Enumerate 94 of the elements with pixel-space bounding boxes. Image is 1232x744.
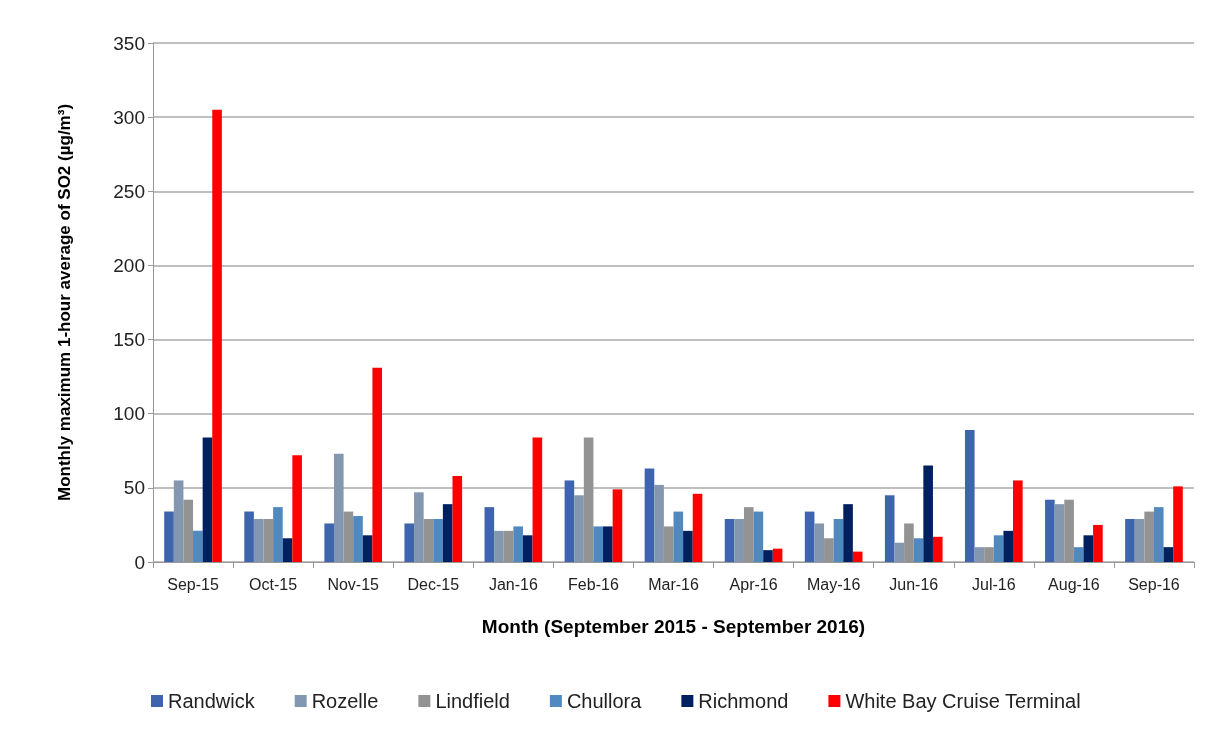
bar xyxy=(372,367,383,562)
x-axis-title: Month (September 2015 - September 2016) xyxy=(481,616,866,637)
bar xyxy=(1045,499,1055,562)
y-tick-label: 100 xyxy=(113,403,145,425)
bar xyxy=(1153,507,1164,562)
bar xyxy=(884,495,895,562)
bar xyxy=(164,511,174,562)
bar xyxy=(452,475,463,562)
y-tick-label: 150 xyxy=(113,329,145,351)
bar xyxy=(212,109,222,562)
y-tick-label: 0 xyxy=(134,551,145,573)
x-tick-label: Jan-16 xyxy=(488,575,538,593)
bar xyxy=(772,548,783,562)
bar xyxy=(414,492,424,562)
bar xyxy=(804,511,815,562)
bar xyxy=(763,550,773,562)
bar xyxy=(753,511,764,562)
bar xyxy=(292,455,302,562)
x-tick-label: Sep-15 xyxy=(167,575,219,593)
x-tick-label: Oct-15 xyxy=(249,575,298,593)
bar xyxy=(654,484,664,562)
bar xyxy=(1073,547,1084,562)
bar xyxy=(244,511,254,562)
bar xyxy=(852,551,863,562)
x-tick-label: Feb-16 xyxy=(568,575,619,593)
bar xyxy=(253,519,264,562)
bar xyxy=(603,526,613,562)
y-tick-label: 300 xyxy=(113,106,145,128)
x-tick-label: Jun-16 xyxy=(889,575,939,593)
bar xyxy=(202,437,213,562)
bar xyxy=(564,480,575,562)
bar xyxy=(353,516,363,562)
bar xyxy=(1003,530,1014,562)
bar xyxy=(964,430,975,562)
x-tick-label: Mar-16 xyxy=(648,575,699,593)
bar xyxy=(324,523,334,562)
legend-label: Chullora xyxy=(566,690,643,712)
bar xyxy=(282,538,293,562)
bar xyxy=(894,542,905,562)
bar xyxy=(993,535,1004,562)
bar xyxy=(833,519,844,562)
legend-label: Randwick xyxy=(167,690,256,712)
bar xyxy=(913,538,924,562)
bar xyxy=(1173,486,1183,562)
y-tick-label: 200 xyxy=(113,254,145,276)
x-tick-label: Jul-16 xyxy=(972,575,1016,593)
x-tick-label: Nov-15 xyxy=(327,575,380,593)
bar xyxy=(734,519,744,562)
bar xyxy=(522,535,533,562)
bar xyxy=(612,489,623,562)
bar xyxy=(932,536,943,562)
bar xyxy=(1013,480,1023,562)
bar xyxy=(843,504,853,562)
bar xyxy=(1083,535,1094,562)
bar xyxy=(532,437,543,562)
bar xyxy=(1125,519,1135,562)
y-tick-label: 350 xyxy=(113,32,145,54)
bar xyxy=(333,453,344,562)
bar xyxy=(574,495,584,562)
bar xyxy=(692,493,703,562)
bar xyxy=(683,530,693,562)
bar xyxy=(513,526,523,562)
bar xyxy=(593,526,604,562)
y-tick-label: 250 xyxy=(113,180,145,202)
bar xyxy=(724,519,735,562)
legend-label: Rozelle xyxy=(311,690,379,712)
y-tick-label: 50 xyxy=(123,477,145,499)
bar xyxy=(1163,547,1174,562)
bar xyxy=(193,530,203,562)
bar xyxy=(362,535,373,562)
legend-label: White Bay Cruise Terminal xyxy=(845,690,1081,712)
bar xyxy=(173,480,184,562)
bar xyxy=(1054,504,1065,562)
bar xyxy=(494,530,504,562)
y-axis-title: Monthly maximum 1-hour average of SO2 (µg/m³) xyxy=(55,103,74,502)
legend-label: Richmond xyxy=(698,690,789,712)
x-tick-label: May-16 xyxy=(806,575,861,593)
x-tick-label: Sep-16 xyxy=(1128,575,1180,593)
legend-label: Lindfield xyxy=(435,690,510,712)
bar xyxy=(1134,519,1145,562)
bar xyxy=(644,468,655,562)
bar xyxy=(484,507,495,562)
x-tick-label: Dec-15 xyxy=(407,575,460,593)
bar xyxy=(442,504,453,562)
bar xyxy=(974,547,985,562)
x-tick-label: Apr-16 xyxy=(729,575,778,593)
bar xyxy=(433,519,443,562)
x-tick-label: Aug-16 xyxy=(1048,575,1100,593)
bar xyxy=(923,465,933,562)
bar xyxy=(814,523,825,562)
bar xyxy=(1093,524,1103,562)
bar xyxy=(273,507,283,562)
bar xyxy=(404,523,415,562)
bar xyxy=(673,511,684,562)
